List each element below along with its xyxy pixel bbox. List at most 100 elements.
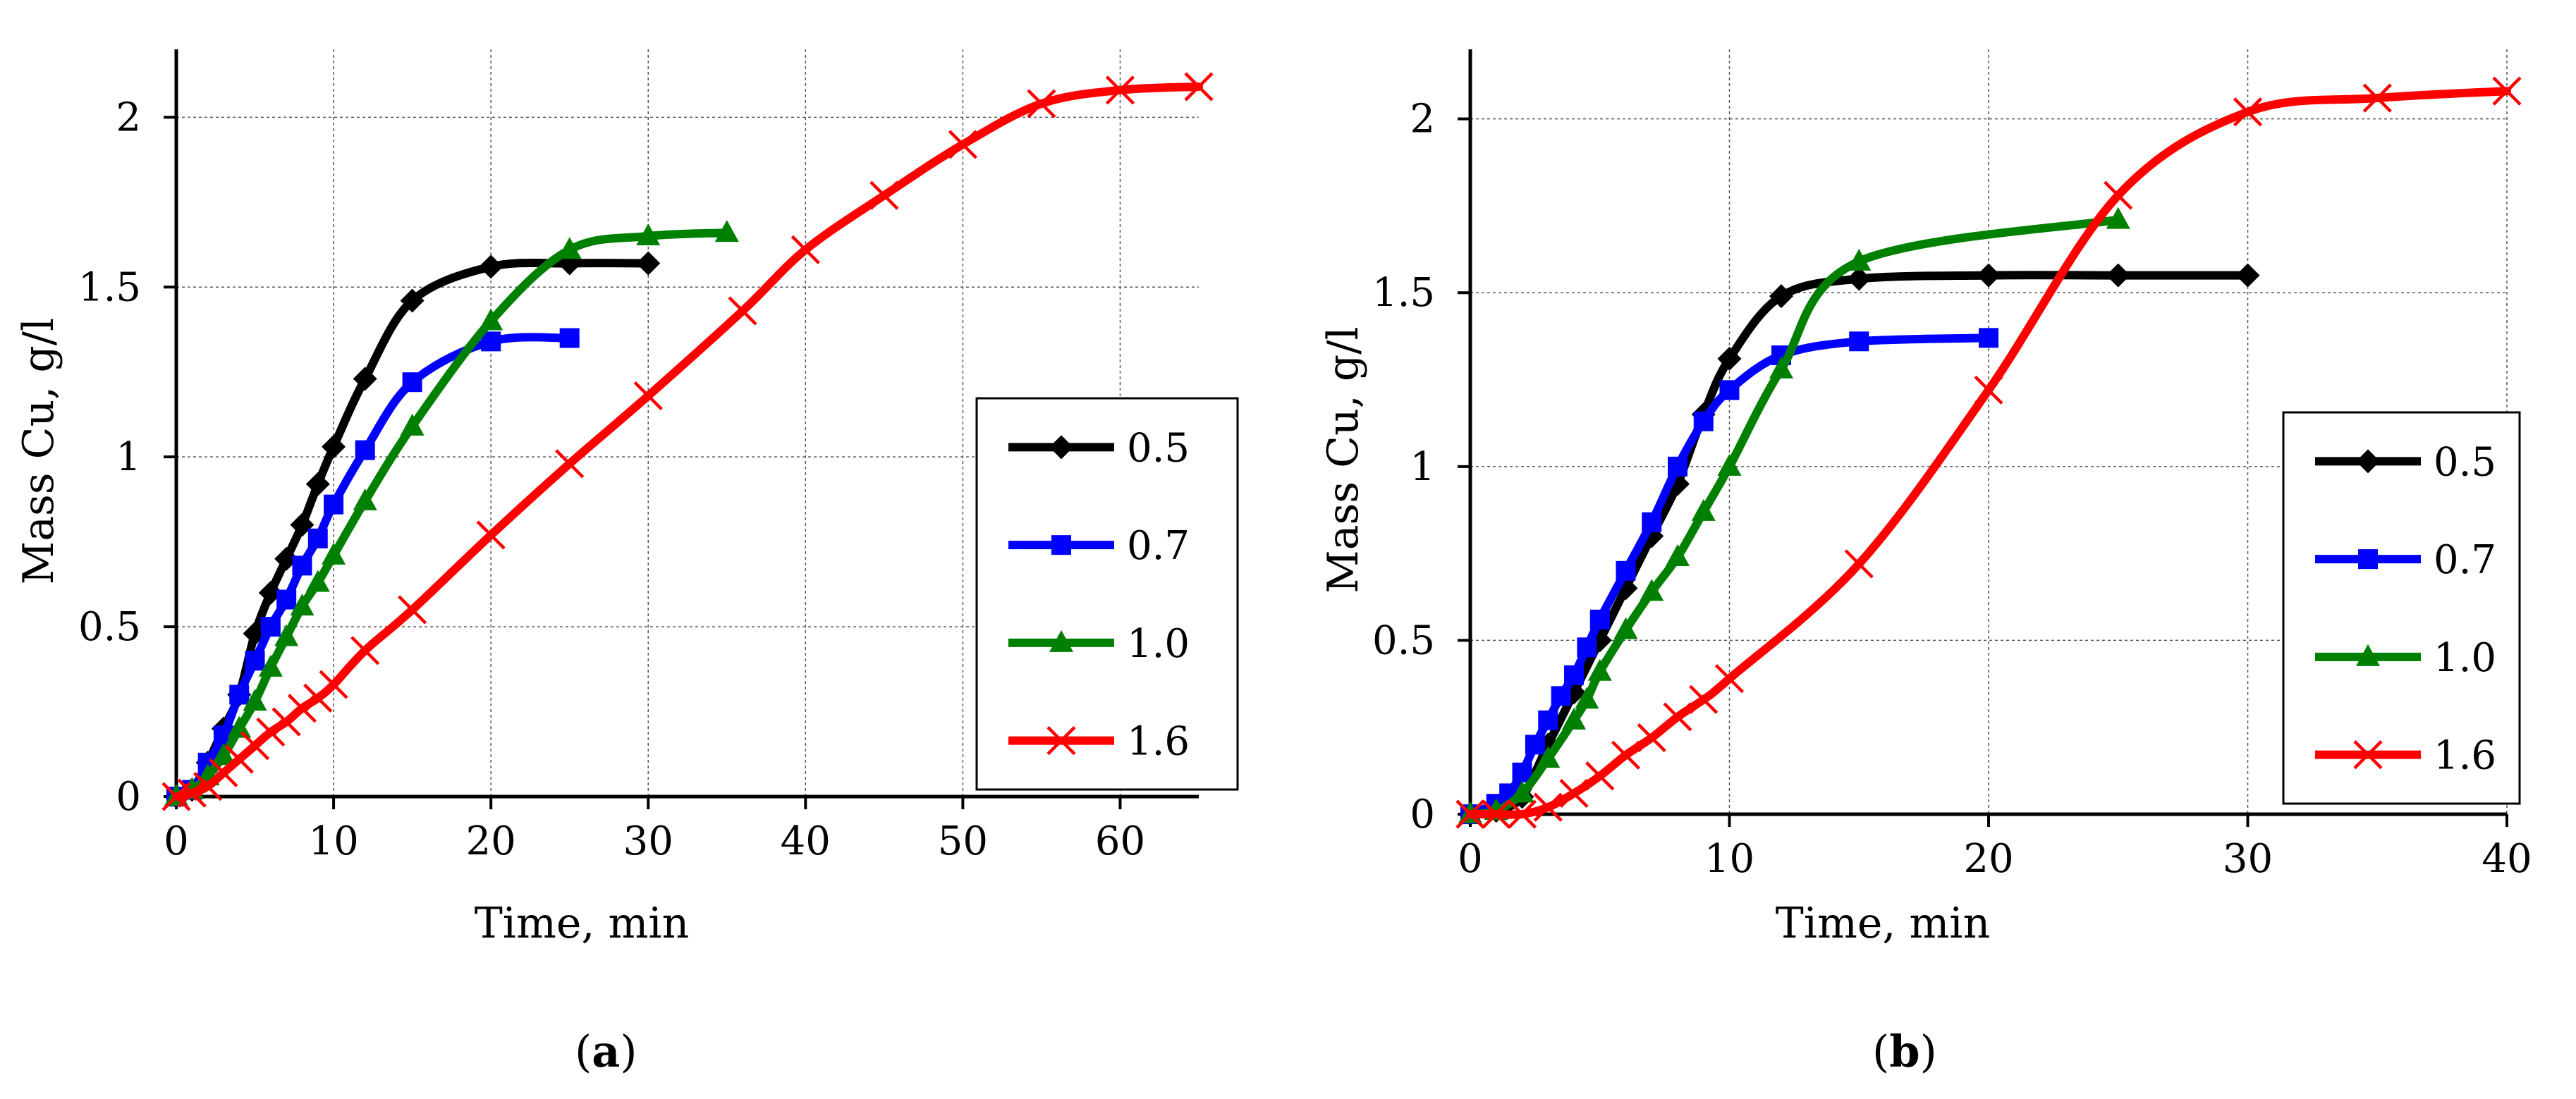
legend-label: 0.7: [1127, 523, 1190, 569]
legend-marker: [1046, 726, 1076, 756]
data-point: [1577, 637, 1597, 658]
legend-marker: [2356, 644, 2380, 666]
data-point: [1587, 658, 1612, 681]
data-point: [1769, 284, 1793, 309]
legend: 0.5 0.7 1.0 1.6: [975, 397, 1239, 791]
y-tick-label: 0.5: [78, 604, 141, 650]
data-point: [1551, 686, 1571, 706]
data-point: [400, 413, 425, 436]
data-point: [1105, 75, 1135, 105]
data-point: [476, 520, 506, 550]
legend-entry: 1.6: [2315, 733, 2496, 779]
data-point: [1769, 356, 1793, 379]
legend-label: 1.0: [1127, 621, 1190, 667]
data-point: [1585, 761, 1615, 791]
data-point: [256, 717, 286, 747]
data-point: [2104, 180, 2133, 210]
data-point: [1847, 248, 1872, 271]
x-tick-label: 50: [938, 818, 988, 864]
x-tick-label: 10: [1704, 836, 1754, 882]
data-point: [1589, 609, 1610, 630]
data-point: [557, 237, 582, 259]
data-point: [319, 670, 348, 699]
data-point: [1455, 799, 1485, 829]
data-point: [305, 472, 330, 496]
y-tick-label: 0: [1410, 792, 1435, 837]
legend-label: 0.5: [2434, 439, 2496, 485]
data-point: [714, 220, 739, 242]
y-tick-label: 2: [116, 94, 141, 140]
data-point: [1714, 664, 1745, 694]
data-point: [479, 254, 503, 279]
data-point: [555, 449, 585, 479]
chart-panel-a: 0 10 20 30 40 50 60 0 0.5 1 1.5 2 Time, min Mass Cu, …: [14, 49, 1239, 948]
x-tick-label: 40: [2482, 836, 2532, 882]
data-point: [290, 594, 315, 616]
x-axis-label: Time, min: [1776, 899, 1990, 948]
y-tick-label: 1: [1410, 444, 1435, 490]
legend-entry: 0.5: [1008, 425, 1190, 471]
legend-marker: [2356, 449, 2380, 474]
legend-marker: [1049, 630, 1073, 652]
x-tick-label: 20: [466, 818, 516, 864]
data-point: [1693, 411, 1714, 431]
panel-label-a: (a): [575, 1026, 637, 1077]
x-tick-label: 30: [2223, 836, 2273, 882]
data-point: [1613, 617, 1638, 639]
legend-entry: 0.5: [2315, 439, 2496, 485]
data-point: [245, 651, 265, 671]
data-point: [559, 328, 580, 348]
data-point: [400, 288, 425, 313]
data-point: [350, 636, 380, 665]
data-point: [1979, 328, 1998, 348]
data-point: [1616, 560, 1636, 581]
legend-label: 0.7: [2434, 537, 2496, 583]
legend-label: 1.0: [2434, 635, 2496, 681]
data-point: [1564, 665, 1584, 685]
data-point: [2106, 207, 2130, 229]
series-line: [1466, 87, 2511, 819]
data-point: [479, 308, 503, 331]
data-point: [1847, 266, 1872, 291]
legend-entry: 1.0: [1008, 621, 1190, 667]
legend-label: 0.5: [1127, 425, 1190, 471]
data-point: [636, 223, 661, 245]
data-point: [1559, 778, 1589, 809]
legend-label: 1.6: [1127, 719, 1190, 765]
x-tick-label: 30: [623, 818, 673, 864]
data-point: [728, 296, 757, 326]
data-point: [2362, 83, 2392, 113]
data-point: [322, 542, 346, 565]
data-point: [948, 130, 977, 159]
data-point: [211, 743, 236, 766]
legend-marker: [1051, 535, 1071, 555]
data-point: [2235, 263, 2260, 288]
data-point: [2106, 263, 2130, 288]
data-point: [1974, 375, 2003, 405]
data-point: [177, 778, 207, 808]
data-point: [1689, 684, 1719, 714]
y-axis-label: Mass Cu, g/l: [1319, 326, 1368, 593]
panel-label-b: (b): [1872, 1026, 1937, 1077]
data-point: [322, 434, 346, 459]
data-point: [1482, 799, 1511, 829]
data-point: [229, 684, 250, 705]
x-tick-label: 60: [1095, 818, 1145, 864]
data-point: [1719, 380, 1740, 400]
data-point: [1184, 72, 1214, 102]
legend: 0.5 0.7 1.0 1.6: [2282, 411, 2521, 805]
data-point: [274, 624, 299, 646]
x-tick-label: 0: [164, 818, 189, 864]
data-point: [1977, 263, 2001, 288]
data-point: [1533, 792, 1563, 822]
data-point: [398, 595, 427, 625]
legend-label: 1.6: [2434, 733, 2496, 779]
data-point: [1637, 723, 1666, 753]
data-point: [1666, 544, 1690, 567]
y-tick-label: 0: [116, 774, 141, 820]
data-point: [1027, 89, 1056, 118]
series-1.6: [1455, 76, 2522, 829]
y-tick-label: 1.5: [78, 264, 141, 310]
data-point: [790, 235, 820, 264]
